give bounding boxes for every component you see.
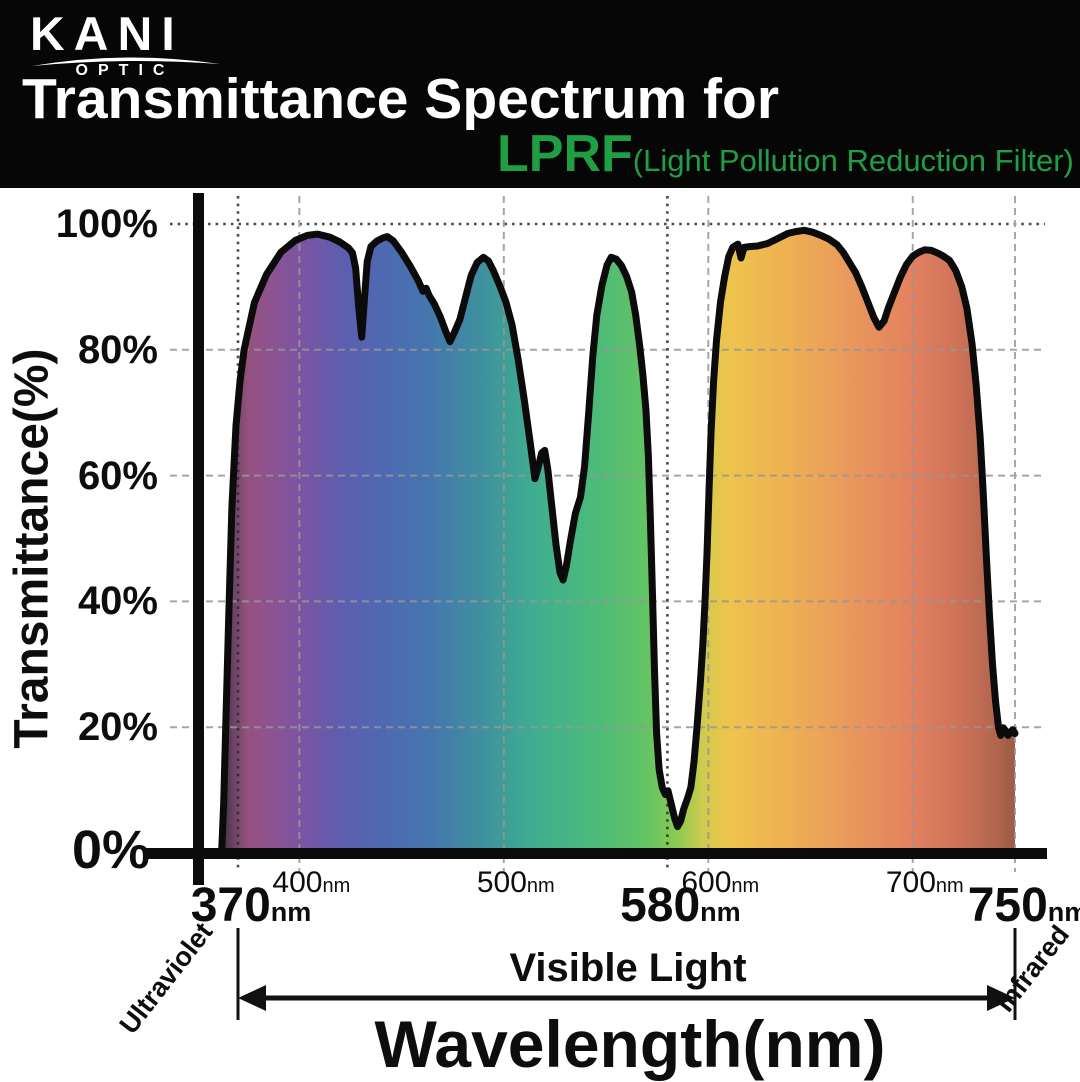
x-tick-580: 580nm: [620, 879, 741, 932]
logo-swoosh-icon: [32, 57, 220, 66]
y-tick-0: 0%: [71, 820, 150, 880]
page-title: Transmittance Spectrum for: [22, 67, 780, 131]
y-axis-line: [193, 193, 204, 885]
x-axis-line: [143, 848, 1047, 859]
kani-logo: KANI OPTIC: [30, 10, 230, 80]
arrow-left-head-icon: [238, 985, 266, 1011]
y-tick-20: 20%: [77, 705, 158, 750]
product-subtitle: LPRF (Light Pollution Reduction Filter): [497, 124, 1074, 184]
product-note: (Light Pollution Reduction Filter): [632, 143, 1074, 178]
spectrum-area: [221, 230, 1016, 854]
x-tick-700: 700nm: [885, 866, 964, 899]
arrow-right-head-icon: [987, 985, 1015, 1011]
kani-logo-subtext: OPTIC: [75, 62, 175, 79]
x-tick-370: 370nm: [190, 879, 312, 932]
header-banner: KANI OPTIC Transmittance Spectrum for LP…: [0, 0, 1080, 188]
x-tick-750: 750nm: [967, 879, 1080, 932]
y-tick-60: 60%: [77, 453, 158, 498]
transmittance-curve: [218, 226, 1019, 857]
x-tick-500: 500nm: [476, 866, 555, 899]
visible-light-label: Visible Light: [509, 946, 747, 990]
x-axis-title: Wavelength(nm): [374, 1007, 886, 1081]
kani-logo-wordmark: KANI: [30, 7, 184, 60]
visible-range-right-bar: [1013, 928, 1017, 1020]
visible-range-left-bar: [236, 928, 240, 1020]
y-axis-title: Transmittance(%): [5, 348, 59, 749]
y-tick-40: 40%: [77, 579, 158, 624]
x-tick-600: 600nm: [681, 866, 760, 899]
product-name: LPRF: [497, 125, 633, 183]
y-tick-100: 100%: [55, 202, 158, 246]
y-tick-80: 80%: [77, 327, 158, 372]
x-tick-400: 400nm: [272, 866, 351, 899]
